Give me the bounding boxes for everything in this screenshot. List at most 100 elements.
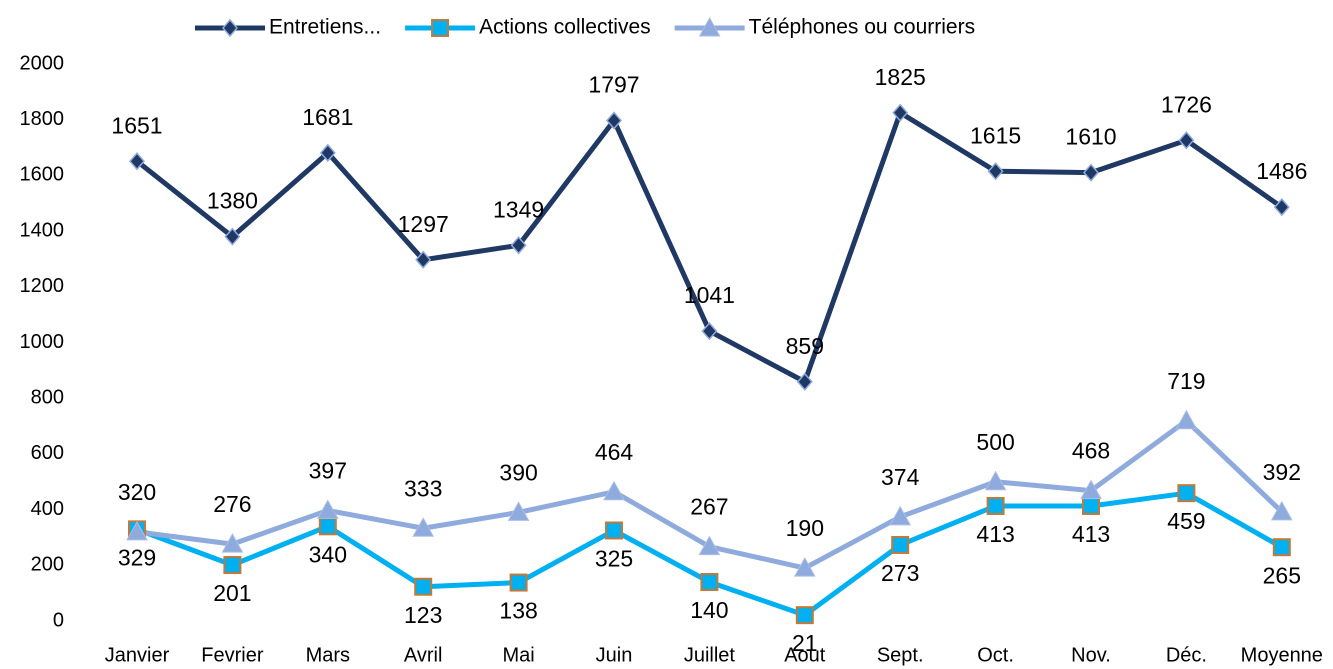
- marker: [986, 496, 1005, 515]
- data-label: 500: [976, 429, 1014, 455]
- marker: [224, 227, 241, 246]
- data-label: 1651: [111, 112, 162, 138]
- marker: [1177, 484, 1196, 503]
- y-tick-label: 2000: [20, 52, 65, 74]
- x-tick-label: Juillet: [684, 644, 736, 666]
- marker: [605, 521, 623, 540]
- x-tick-label: Mai: [502, 644, 534, 666]
- data-label: 1349: [493, 196, 544, 222]
- y-tick-label: 1000: [20, 331, 65, 353]
- marker: [700, 573, 719, 592]
- marker: [891, 535, 910, 554]
- data-label: 333: [404, 475, 442, 501]
- x-tick-label: Fevrier: [201, 644, 264, 666]
- data-label: 413: [976, 521, 1014, 547]
- data-label: 719: [1167, 368, 1205, 394]
- y-tick-label: 1800: [20, 108, 65, 130]
- x-tick-label: Moyenne: [1241, 644, 1323, 666]
- marker: [431, 19, 450, 37]
- data-label: 320: [118, 479, 156, 505]
- marker: [316, 499, 339, 519]
- marker: [1272, 538, 1291, 557]
- legend-label: Actions collectives: [479, 16, 651, 39]
- marker: [129, 152, 145, 171]
- data-label: 265: [1263, 562, 1301, 588]
- legend-label: Entretiens...: [269, 16, 381, 39]
- data-label: 273: [881, 560, 919, 586]
- legend-label: Téléphones ou courriers: [749, 16, 975, 39]
- data-label: 276: [213, 491, 251, 517]
- marker: [414, 577, 433, 596]
- x-tick-label: Nov.: [1071, 644, 1111, 666]
- data-label: 329: [118, 544, 156, 570]
- x-tick-label: Sept.: [877, 644, 924, 666]
- marker: [793, 557, 816, 577]
- y-tick-label: 1600: [20, 164, 65, 186]
- data-label: 374: [881, 464, 920, 490]
- marker: [1175, 409, 1198, 430]
- data-label: 138: [499, 598, 537, 624]
- marker: [126, 520, 148, 541]
- data-label: 464: [595, 439, 634, 465]
- marker: [1273, 198, 1290, 217]
- y-tick-label: 600: [31, 442, 64, 464]
- marker: [319, 143, 336, 162]
- y-tick-label: 200: [31, 554, 64, 576]
- marker: [510, 236, 527, 255]
- data-label: 1726: [1161, 91, 1212, 117]
- x-tick-label: Déc.: [1166, 644, 1207, 666]
- x-tick-label: Avril: [404, 644, 443, 666]
- data-label: 1297: [398, 211, 449, 237]
- data-label: 413: [1072, 521, 1110, 547]
- marker: [318, 517, 337, 536]
- data-label: 859: [786, 333, 824, 359]
- data-label: 468: [1072, 438, 1110, 464]
- data-label: 1615: [970, 122, 1021, 148]
- marker: [412, 517, 435, 537]
- marker: [796, 372, 813, 391]
- data-label: 1610: [1065, 124, 1116, 150]
- data-label: 397: [309, 458, 347, 484]
- y-tick-label: 800: [31, 386, 64, 408]
- marker: [701, 321, 718, 341]
- marker: [698, 535, 721, 556]
- data-label: 1681: [302, 104, 353, 130]
- marker: [1083, 163, 1099, 182]
- x-tick-label: Aout: [784, 644, 826, 666]
- x-tick-label: Oct.: [977, 644, 1014, 666]
- marker: [221, 533, 244, 553]
- series-line: [135, 110, 1284, 385]
- marker: [603, 480, 625, 501]
- data-label: 1041: [684, 282, 735, 308]
- marker: [606, 111, 622, 130]
- marker: [509, 573, 528, 592]
- data-label: 267: [690, 494, 728, 520]
- y-tick-label: 1400: [20, 219, 65, 241]
- marker: [698, 16, 721, 37]
- data-label: 325: [595, 546, 633, 572]
- data-label: 123: [404, 602, 442, 628]
- data-label: 459: [1167, 508, 1205, 534]
- marker: [507, 501, 530, 521]
- marker: [1082, 496, 1100, 515]
- x-tick-label: Juin: [596, 644, 633, 666]
- marker: [987, 162, 1004, 181]
- marker: [222, 18, 238, 38]
- x-tick-label: Mars: [306, 644, 350, 666]
- data-label: 140: [690, 597, 728, 623]
- y-tick-label: 0: [53, 609, 64, 631]
- marker: [415, 250, 432, 269]
- x-tick-label: Janvier: [105, 644, 170, 666]
- data-label: 190: [786, 515, 824, 541]
- data-label: 1825: [875, 64, 926, 90]
- data-label: 1486: [1256, 158, 1307, 184]
- data-label: 390: [499, 459, 537, 485]
- marker: [892, 103, 909, 122]
- data-label: 1797: [588, 72, 639, 98]
- data-label: 1380: [207, 188, 258, 214]
- data-label: 201: [213, 580, 251, 606]
- y-tick-label: 400: [31, 498, 64, 520]
- y-tick-label: 1200: [20, 275, 65, 297]
- marker: [889, 505, 912, 526]
